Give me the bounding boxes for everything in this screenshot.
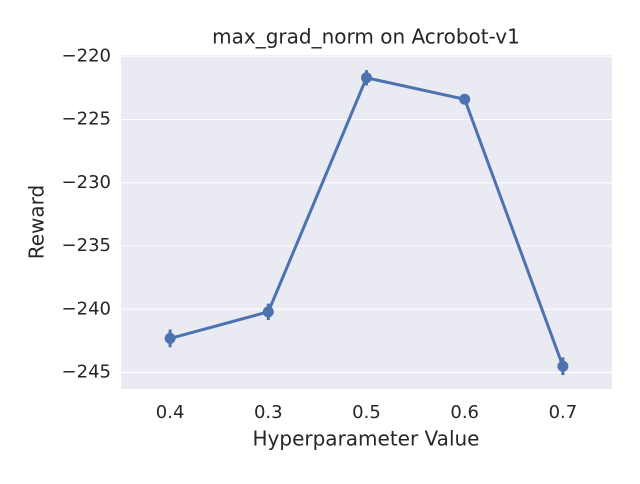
y-tick-label: −245: [62, 362, 111, 383]
y-tick-label: −230: [62, 172, 111, 193]
y-tick-label: −240: [62, 298, 111, 319]
y-tick-label: −235: [62, 235, 111, 256]
y-tick-label: −220: [62, 45, 111, 66]
chart-title: max_grad_norm on Acrobot-v1: [212, 25, 520, 49]
y-axis-label: Reward: [25, 185, 49, 259]
x-tick-label: 0.5: [352, 402, 381, 423]
point: [459, 93, 471, 105]
point: [164, 332, 176, 344]
x-tick-label: 0.4: [156, 402, 185, 423]
plot-area: [121, 55, 612, 389]
point: [262, 306, 274, 318]
x-tick-label: 0.3: [254, 402, 283, 423]
x-axis-label: Hyperparameter Value: [253, 427, 480, 451]
point: [361, 72, 372, 84]
y-tick-label: −225: [62, 109, 111, 130]
point: [557, 360, 569, 372]
x-tick-label: 0.7: [549, 402, 578, 423]
x-tick-label: 0.6: [450, 402, 479, 423]
